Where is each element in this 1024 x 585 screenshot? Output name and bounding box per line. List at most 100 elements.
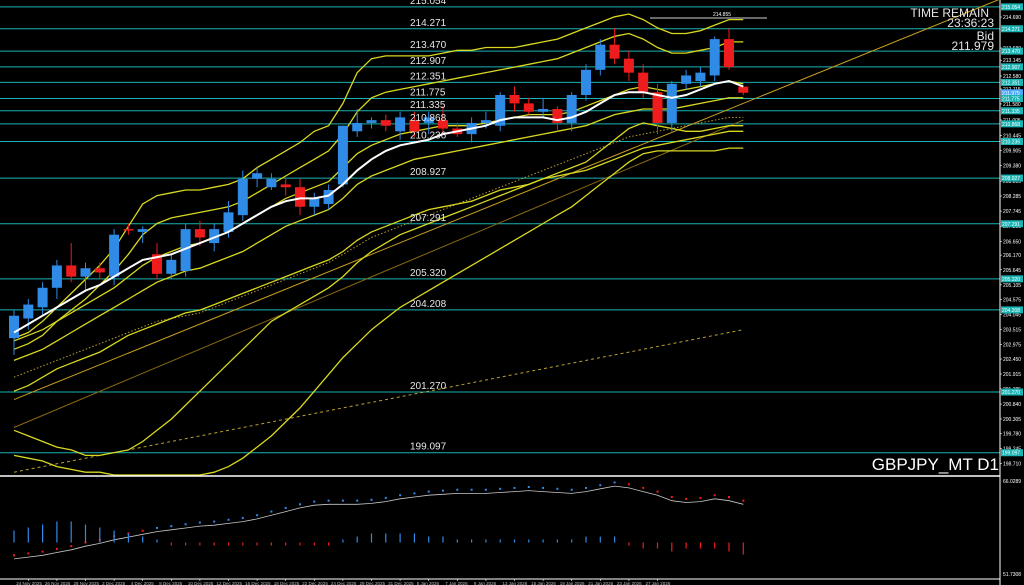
date-tick-label: 27 Jan 2026 <box>646 581 671 585</box>
oscillator-dot <box>728 496 730 499</box>
level-label: 212.351 <box>410 71 447 82</box>
oscillator-dot <box>313 500 316 503</box>
price-marker <box>1001 220 1023 228</box>
price-tick-label: 203.515 <box>1003 327 1021 333</box>
oscillator-dot <box>70 545 73 548</box>
candle-body <box>80 268 91 277</box>
oscillator-dot <box>642 486 645 489</box>
band-line <box>13 32 744 350</box>
oscillator-dot <box>699 496 702 499</box>
oscillator-dot <box>213 520 216 523</box>
price-marker-label: 210.236 <box>1002 139 1020 145</box>
price-tick-label: 199.780 <box>1003 432 1021 438</box>
level-labels: 215.054 214.271 213.470 212.907 212.351 211.7… <box>410 0 447 453</box>
price-marker <box>1001 120 1023 128</box>
price-tick-label: 200.840 <box>1003 402 1021 408</box>
price-marker <box>1001 137 1023 145</box>
oscillator-dot <box>141 529 144 532</box>
oscillator-dot <box>356 499 359 502</box>
price-marker <box>1001 174 1023 182</box>
date-tick-label: 29 Dec 2025 <box>360 581 386 585</box>
info-panel: TIME REMAIN 23:36:23 Bid 211.979 GBPJPY_… <box>872 6 999 474</box>
date-tick-label: 13 Jan 2026 <box>503 581 528 585</box>
trendlines <box>13 0 1000 473</box>
price-marker-label: 214.271 <box>1002 27 1020 33</box>
price-marker-label: 211.775 <box>1002 96 1020 102</box>
date-tick-label: 2 Dec 2025 <box>102 581 126 585</box>
price-marker <box>1001 94 1023 102</box>
price-tick-label: 208.815 <box>1003 179 1021 185</box>
trendline <box>13 0 1000 401</box>
candle-body <box>66 265 77 277</box>
price-tick-label: 200.305 <box>1003 417 1021 423</box>
candle-body <box>395 117 406 132</box>
candle-body <box>180 229 191 272</box>
oscillator-dot <box>170 525 173 528</box>
oscillator-dot <box>184 523 187 526</box>
level-label: 205.320 <box>410 268 447 279</box>
oscillator-dot <box>456 488 459 491</box>
band-line <box>13 13 744 339</box>
candle-body <box>709 39 720 76</box>
oscillator-dot <box>427 490 430 493</box>
candle-body <box>237 178 248 216</box>
oscillator-dot <box>127 532 130 535</box>
oscillator-dot <box>84 541 87 544</box>
price-marker <box>1001 63 1023 71</box>
price-tick-label: 209.905 <box>1003 149 1021 155</box>
candle-body <box>409 120 420 132</box>
price-tick-label: 209.380 <box>1003 163 1021 169</box>
oscillator-dot <box>270 510 273 513</box>
band-line <box>13 130 744 392</box>
price-tick-label: 205.105 <box>1003 283 1021 289</box>
candle-body <box>266 178 277 188</box>
oscillator-dot <box>370 498 373 501</box>
oscillator-panel: 66.0289 51.7308 <box>0 475 1021 578</box>
price-marker-label: 208.927 <box>1002 176 1020 182</box>
oscillator-dot <box>284 506 287 509</box>
candle-body <box>352 122 363 132</box>
osc-axis-top: 66.0289 <box>1003 479 1021 485</box>
oscillator-dot <box>742 499 745 502</box>
date-tick-label: 26 Nov 2025 <box>45 581 71 585</box>
oscillator-dot <box>513 486 516 489</box>
date-tick-label: 8 Dec 2025 <box>159 581 183 585</box>
price-tick-label: 213.145 <box>1003 58 1021 64</box>
slow-ma-line <box>13 116 744 378</box>
price-tick-label: 206.170 <box>1003 253 1021 259</box>
price-tick-label: 198.710 <box>1003 462 1021 468</box>
date-tick-label: 19 Jan 2026 <box>560 581 585 585</box>
level-label: 213.470 <box>410 40 447 51</box>
price-marker <box>1001 47 1023 55</box>
price-tick-label: 202.450 <box>1003 357 1021 363</box>
price-marker-label: 199.097 <box>1002 451 1020 457</box>
oscillator-line <box>13 485 744 560</box>
price-tick-label: 211.580 <box>1003 102 1021 108</box>
oscillator-dot <box>670 496 673 499</box>
date-tick-label: 18 Dec 2025 <box>274 581 300 585</box>
candle-body <box>152 254 162 274</box>
date-tick-label: 10 Dec 2025 <box>188 581 214 585</box>
candle-body <box>523 103 534 112</box>
time-remain-label: TIME REMAIN <box>910 6 989 20</box>
date-tick-label: 22 Dec 2025 <box>302 581 328 585</box>
level-label: 210.868 <box>410 113 447 124</box>
level-label: 211.775 <box>410 87 446 98</box>
candle-body <box>280 184 291 188</box>
date-tick-label: 24 Nov 2025 <box>16 581 42 585</box>
price-tick-label: 206.650 <box>1003 240 1021 246</box>
price-marker-label: 215.054 <box>1002 5 1020 11</box>
candle-body <box>666 83 677 123</box>
envelope-bands <box>13 13 744 476</box>
candle-body <box>37 287 48 308</box>
candle-body <box>223 212 234 232</box>
bid-value: 211.979 <box>952 39 995 53</box>
level-label: 201.270 <box>410 381 447 392</box>
oscillator-dot <box>656 490 659 493</box>
price-marker-label: 212.907 <box>1002 65 1020 71</box>
candle-body <box>137 229 148 232</box>
candle-body <box>623 58 634 73</box>
candle-body <box>366 120 377 123</box>
